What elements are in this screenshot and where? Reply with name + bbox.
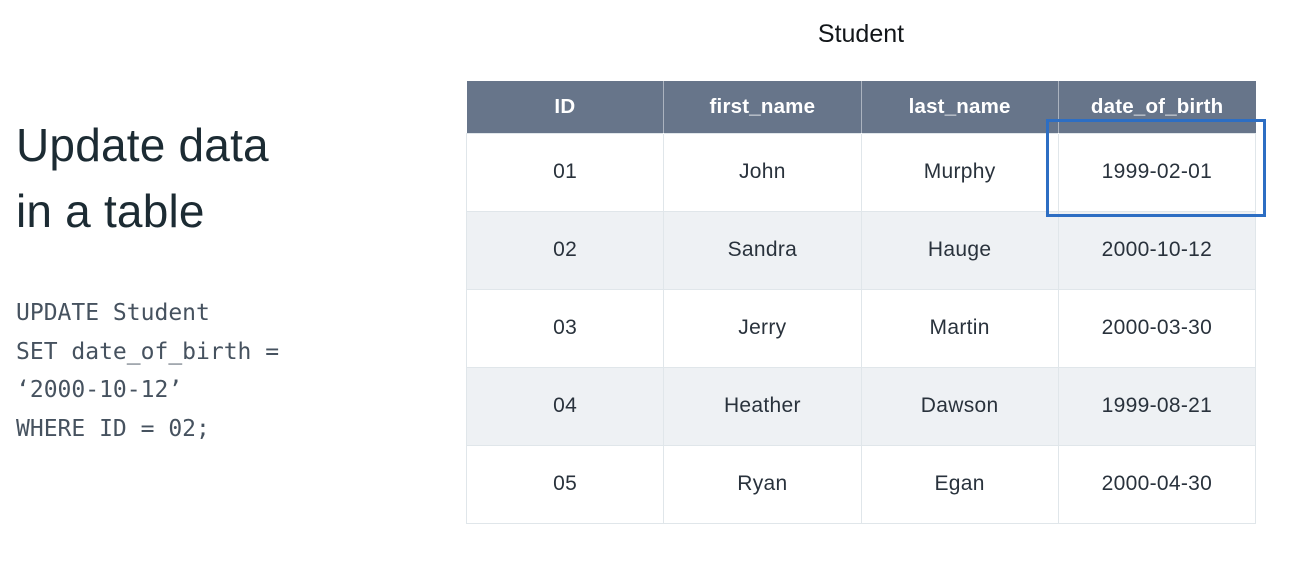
table-cell-id: 04 — [465, 366, 665, 446]
page-title: Update data in a table — [16, 112, 269, 244]
table-cell-last-name: Murphy — [860, 132, 1059, 212]
table-row: 02 Sandra Hauge 2000-10-12 — [465, 210, 1257, 290]
sql-line-update: UPDATE Student — [16, 300, 210, 326]
table-cell-first-name: Sandra — [663, 210, 862, 290]
table-row: 03 Jerry Martin 2000-03-30 — [465, 288, 1257, 368]
table-cell-id: 05 — [465, 444, 665, 524]
table-cell-first-name: John — [663, 132, 862, 212]
table-cell-first-name: Ryan — [663, 444, 862, 524]
column-header-id: ID — [466, 81, 665, 133]
table-cell-id: 01 — [465, 132, 665, 212]
table-cell-last-name: Martin — [860, 288, 1059, 368]
table-header-row: ID first_name last_name date_of_birth — [466, 81, 1256, 133]
table-cell-date-of-birth: 2000-03-30 — [1057, 288, 1257, 368]
table-cell-id: 02 — [465, 210, 665, 290]
sql-code-snippet: UPDATE Student SET date_of_birth = ‘2000-1… — [16, 294, 279, 448]
table-cell-last-name: Dawson — [860, 366, 1059, 446]
table-cell-first-name: Heather — [663, 366, 862, 446]
sql-line-value: ‘2000-10-12’ — [16, 377, 183, 403]
table-cell-first-name: Jerry — [663, 288, 862, 368]
column-header-last-name: last_name — [861, 81, 1059, 133]
table-cell-date-of-birth: 2000-04-30 — [1057, 444, 1257, 524]
table-cell-id: 03 — [465, 288, 665, 368]
table-cell-last-name: Hauge — [860, 210, 1059, 290]
column-header-date-of-birth: date_of_birth — [1058, 81, 1256, 133]
student-table: ID first_name last_name date_of_birth 01… — [465, 81, 1257, 524]
table-cell-date-of-birth-highlighted: 2000-10-12 — [1057, 210, 1257, 290]
table-row: 04 Heather Dawson 1999-08-21 — [465, 366, 1257, 446]
page-title-line-1: Update data — [16, 119, 269, 171]
table-row: 05 Ryan Egan 2000-04-30 — [465, 444, 1257, 524]
table-title: Student — [817, 20, 905, 48]
page-title-line-2: in a table — [16, 185, 205, 237]
table-cell-last-name: Egan — [860, 444, 1059, 524]
sql-line-where: WHERE ID = 02; — [16, 415, 210, 442]
table-cell-date-of-birth: 1999-08-21 — [1057, 366, 1257, 446]
sql-line-set: SET date_of_birth = — [16, 338, 280, 365]
table-row: 01 John Murphy 1999-02-01 — [465, 132, 1257, 212]
column-header-first-name: first_name — [663, 81, 862, 133]
table-cell-date-of-birth: 1999-02-01 — [1057, 132, 1257, 212]
